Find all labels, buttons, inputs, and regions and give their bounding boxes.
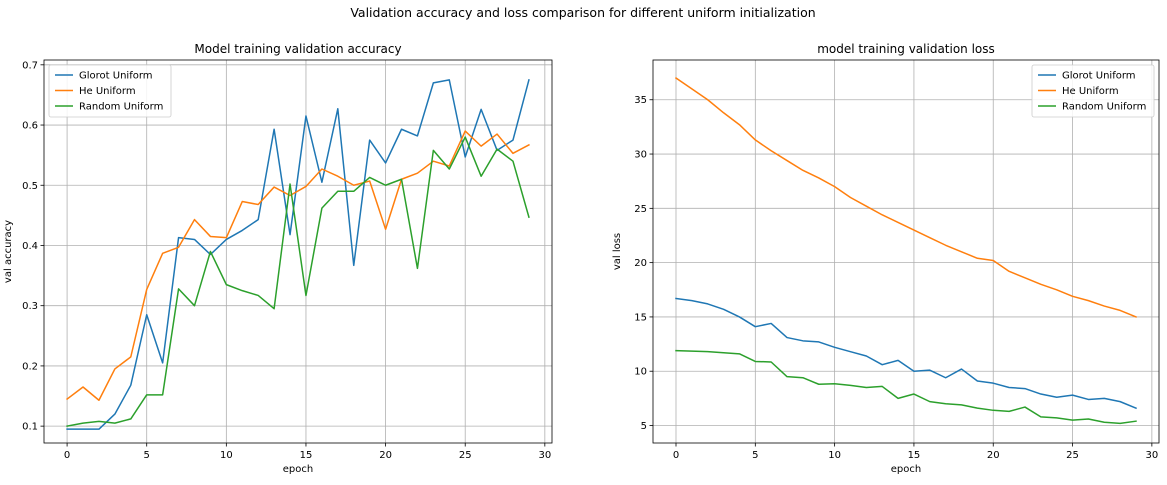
loss-x-axis-label: epoch: [891, 464, 921, 475]
loss-series-line-glorot-uniform: [675, 297, 1137, 410]
loss-y-tick-label: 10: [634, 367, 647, 378]
accuracy-y-tick-label: 0.3: [22, 301, 38, 312]
accuracy-axes-frame: [43, 59, 553, 444]
loss-series-line-he-uniform: [674, 76, 1137, 318]
loss-x-tick-label: 20: [987, 450, 1000, 461]
accuracy-y-tick-label: 0.1: [22, 422, 38, 433]
accuracy-legend-label: He Uniform: [79, 86, 136, 97]
loss-y-tick-label: 5: [641, 421, 647, 432]
loss-x-tick-label: 15: [908, 450, 921, 461]
accuracy-y-axis-label: val accuracy: [3, 220, 14, 283]
loss-y-axis-label: val loss: [612, 233, 623, 270]
accuracy-y-tick-label: 0.7: [22, 60, 38, 71]
loss-y-tick-label: 20: [634, 258, 647, 269]
loss-x-tick-label: 10: [828, 450, 841, 461]
loss-series-line-random-uniform: [675, 349, 1137, 425]
accuracy-x-tick-label: 15: [300, 450, 313, 461]
loss-chart: model training validation loss 0 5 10 15 20 25…: [612, 42, 1160, 475]
accuracy-series-line-glorot-uniform: [66, 78, 530, 430]
loss-y-tick-label: 15: [634, 312, 647, 323]
loss-x-tick-label: 25: [1066, 450, 1079, 461]
accuracy-y-tick-label: 0.5: [22, 181, 38, 192]
accuracy-x-tick-label: 30: [538, 450, 551, 461]
accuracy-x-tick-label: 20: [379, 450, 392, 461]
accuracy-legend-box: [48, 64, 172, 118]
loss-legend-box: [1031, 64, 1155, 118]
accuracy-y-tick-label: 0.4: [22, 241, 38, 252]
accuracy-x-tick-label: 25: [459, 450, 472, 461]
loss-axes-frame: [652, 59, 1160, 444]
loss-legend-label: He Uniform: [1062, 86, 1119, 97]
loss-x-tick-label: 5: [752, 450, 758, 461]
accuracy-y-tick-label: 0.2: [22, 361, 38, 372]
accuracy-series-line-he-uniform: [66, 130, 530, 401]
accuracy-x-tick-label: 5: [144, 450, 150, 461]
accuracy-x-tick-label: 0: [64, 450, 70, 461]
loss-x-tick-label: 0: [673, 450, 679, 461]
accuracy-x-tick-label: 10: [220, 450, 233, 461]
loss-y-tick-label: 30: [634, 150, 647, 161]
accuracy-chart: Model training validation accuracy 0 5 10 15…: [3, 42, 553, 475]
accuracy-legend-label: Glorot Uniform: [79, 71, 153, 82]
loss-x-tick-label: 30: [1145, 450, 1158, 461]
loss-y-tick-label: 35: [634, 95, 647, 106]
loss-legend-label: Random Uniform: [1062, 102, 1146, 113]
figure-suptitle: Validation accuracy and loss comparison …: [350, 5, 815, 20]
loss-legend-label: Glorot Uniform: [1062, 71, 1136, 82]
loss-chart-title: model training validation loss: [817, 42, 995, 56]
accuracy-legend: Glorot Uniform He Uniform Random Uniform: [48, 64, 172, 118]
accuracy-x-axis-label: epoch: [283, 464, 313, 475]
loss-y-tick-label: 25: [634, 204, 647, 215]
accuracy-legend-label: Random Uniform: [79, 102, 163, 113]
accuracy-series-line-random-uniform: [66, 136, 530, 428]
loss-legend: Glorot Uniform He Uniform Random Uniform: [1031, 64, 1155, 118]
accuracy-chart-title: Model training validation accuracy: [194, 42, 401, 56]
accuracy-y-tick-label: 0.6: [22, 121, 38, 132]
